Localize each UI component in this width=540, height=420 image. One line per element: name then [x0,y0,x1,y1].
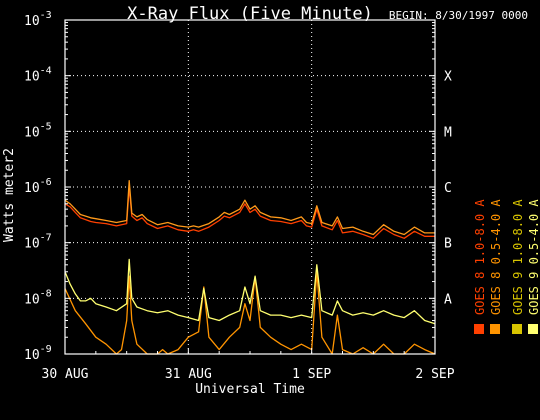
y-tick-label: 10-3 [24,10,52,29]
flare-class-label: C [444,181,452,196]
y-tick-label: 10-7 [24,233,52,252]
data-series [64,180,436,355]
legend-label: GOES 9 0.5-4.0 A [527,199,540,315]
y-tick-label: 10-4 [24,66,52,85]
flare-class-label: B [444,237,452,252]
x-axis-label: Universal Time [195,382,305,397]
series-line [64,180,435,236]
legend-swatch [528,324,538,334]
legend: GOES 8 1.0-8.0 A GOES 8 0.5-4.0 A GOES 9 1… [473,199,540,334]
x-tick-label: 2 SEP [415,367,454,382]
x-tick-labels: 30 AUG 31 AUG 1 SEP 2 SEP [42,348,455,382]
legend-swatch [512,324,522,334]
series-line [64,271,436,355]
legend-label: GOES 8 0.5-4.0 A [489,199,503,315]
begin-label: BEGIN: 8/30/1997 0000 [389,9,528,22]
flare-class-label: X [444,70,452,85]
x-tick-label: 31 AUG [165,367,212,382]
chart-title: X-Ray Flux (Five Minute) [127,4,373,24]
flare-class-label: A [444,292,452,307]
grid-lines [65,20,435,354]
y-tick-label: 10-8 [24,288,52,307]
legend-label: GOES 9 1.0-8.0 A [511,199,525,315]
y-tick-label: 10-9 [24,344,52,363]
x-tick-label: 30 AUG [42,367,89,382]
y-tick-label: 10-6 [24,177,52,196]
y-axis-label: Watts meter2 [2,148,17,242]
legend-swatch [490,324,500,334]
x-tick-label: 1 SEP [292,367,331,382]
y-tick-label: 10-5 [24,121,52,140]
series-line [64,258,436,325]
y-tick-labels: 10-9 10-8 10-7 10-6 10-5 10-4 10-3 [24,10,435,363]
flare-class-label: M [444,125,452,140]
legend-swatch [474,324,484,334]
flare-class-labels: A B C M X [444,70,452,308]
legend-label: GOES 8 1.0-8.0 A [473,199,487,315]
series-line [64,186,435,239]
